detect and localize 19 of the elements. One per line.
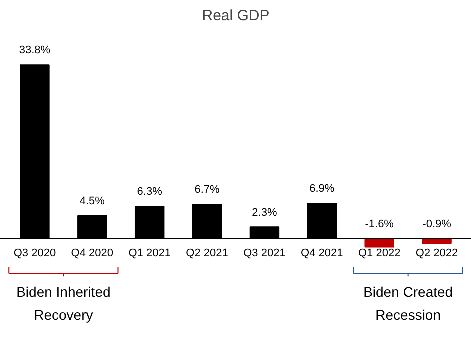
x-tick-label: Q4 2020	[71, 247, 114, 260]
x-tick-label: Q3 2021	[244, 247, 286, 260]
x-tick-label: Q2 2022	[416, 247, 458, 260]
x-tick-label: Q4 2021	[301, 247, 344, 260]
x-tick-label: Q2 2021	[186, 247, 228, 260]
data-label: 6.3%	[137, 186, 163, 198]
text: Biden Created Recession	[364, 284, 454, 324]
data-label: 6.7%	[194, 184, 220, 196]
data-label: -0.9%	[422, 218, 452, 231]
chart-title: Real GDP	[202, 8, 270, 24]
text: Biden Inherited Recovery	[16, 284, 111, 324]
x-tick-label: Q1 2021	[128, 247, 171, 260]
data-label: 4.5%	[80, 195, 106, 208]
data-label: 2.3%	[252, 206, 278, 219]
data-label: 33.8%	[19, 44, 51, 57]
x-tick-label: Q1 2022	[358, 247, 401, 260]
data-label: 6.9%	[310, 183, 335, 196]
x-tick-label: Q3 2020	[14, 247, 56, 260]
data-label: -1.6%	[365, 218, 394, 231]
